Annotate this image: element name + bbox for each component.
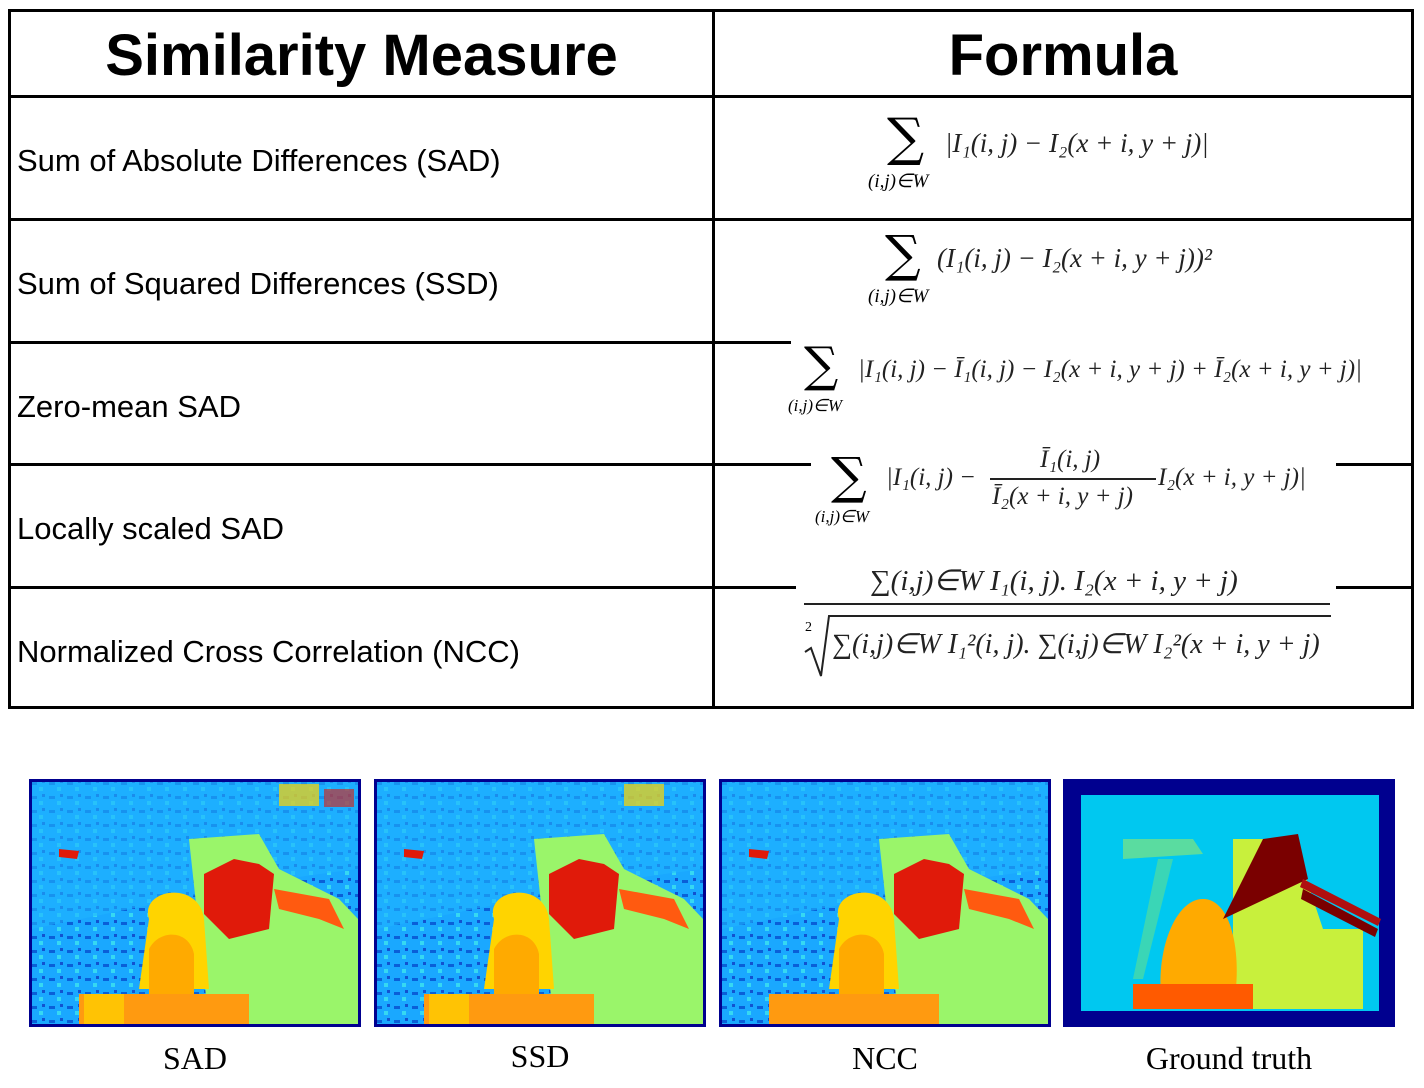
similarity-measures-table: Similarity Measure Formula Sum of Absolu… bbox=[8, 9, 1414, 709]
row-divider bbox=[11, 95, 1411, 98]
ncc-denominator: ∑(i,j)∈W I₁²(i, j). ∑(i,j)∈W I₂²(x + i, … bbox=[832, 629, 1320, 660]
row-divider bbox=[11, 218, 1411, 221]
lssad-numerator: Ī₁(i, j) bbox=[1040, 446, 1101, 473]
sum-subscript: (i,j)∈W bbox=[868, 171, 929, 192]
sum-subscript: (i,j)∈W bbox=[788, 396, 842, 415]
fraction-bar bbox=[990, 478, 1156, 480]
caption-ssd: SSD bbox=[510, 1038, 570, 1074]
caption-ncc: NCC bbox=[852, 1040, 918, 1076]
header-formula: Formula bbox=[948, 22, 1178, 88]
sum-symbol: ∑ bbox=[804, 337, 839, 393]
lssad-left: |I₁(i, j) − bbox=[886, 464, 977, 491]
root-index: 2 bbox=[805, 620, 812, 635]
measure-ncc: Normalized Cross Correlation (NCC) bbox=[17, 634, 520, 669]
zero-mean-sad-expression: |I₁(i, j) − Ī₁(i, j) − I₂(x + i, y + j) … bbox=[858, 356, 1362, 383]
disparity-map-ncc bbox=[719, 779, 1051, 1027]
disparity-map-ssd bbox=[374, 779, 706, 1027]
disparity-map-ground-truth bbox=[1063, 779, 1395, 1027]
sad-expression: |I₁(i, j) − I₂(x + i, y + j)| bbox=[945, 128, 1209, 158]
row-divider bbox=[11, 463, 1411, 466]
disparity-map-sad bbox=[29, 779, 361, 1027]
caption-sad: SAD bbox=[162, 1040, 227, 1076]
formula-image-mask bbox=[791, 340, 1411, 345]
formula-image-mask bbox=[811, 462, 1336, 467]
header-similarity-measure: Similarity Measure bbox=[105, 22, 618, 88]
sum-symbol: ∑ bbox=[885, 225, 921, 283]
formula-image-mask bbox=[796, 585, 1336, 590]
measure-zero-mean-sad: Zero-mean SAD bbox=[17, 389, 241, 424]
sum-subscript: (i,j)∈W bbox=[868, 286, 929, 307]
caption-ground-truth: Ground truth bbox=[1145, 1040, 1313, 1076]
sum-subscript: (i,j)∈W bbox=[815, 507, 869, 526]
square-root-sign bbox=[804, 615, 1331, 677]
sum-symbol: ∑ bbox=[887, 108, 925, 168]
column-divider bbox=[712, 12, 715, 706]
lssad-denominator: Ī₂(x + i, y + j) bbox=[992, 483, 1133, 510]
ssd-expression: (I₁(i, j) − I₂(x + i, y + j))² bbox=[937, 243, 1212, 273]
sum-symbol: ∑ bbox=[831, 447, 867, 505]
row-divider bbox=[11, 586, 1411, 589]
measure-ssd: Sum of Squared Differences (SSD) bbox=[17, 266, 499, 301]
measure-locally-scaled-sad: Locally scaled SAD bbox=[17, 511, 285, 546]
ncc-numerator: ∑(i,j)∈W I₁(i, j). I₂(x + i, y + j) bbox=[870, 565, 1238, 597]
row-divider bbox=[11, 341, 1411, 344]
measure-sad: Sum of Absolute Differences (SAD) bbox=[17, 143, 501, 178]
lssad-right: I₂(x + i, y + j)| bbox=[1158, 464, 1306, 491]
fraction-bar bbox=[804, 603, 1330, 605]
